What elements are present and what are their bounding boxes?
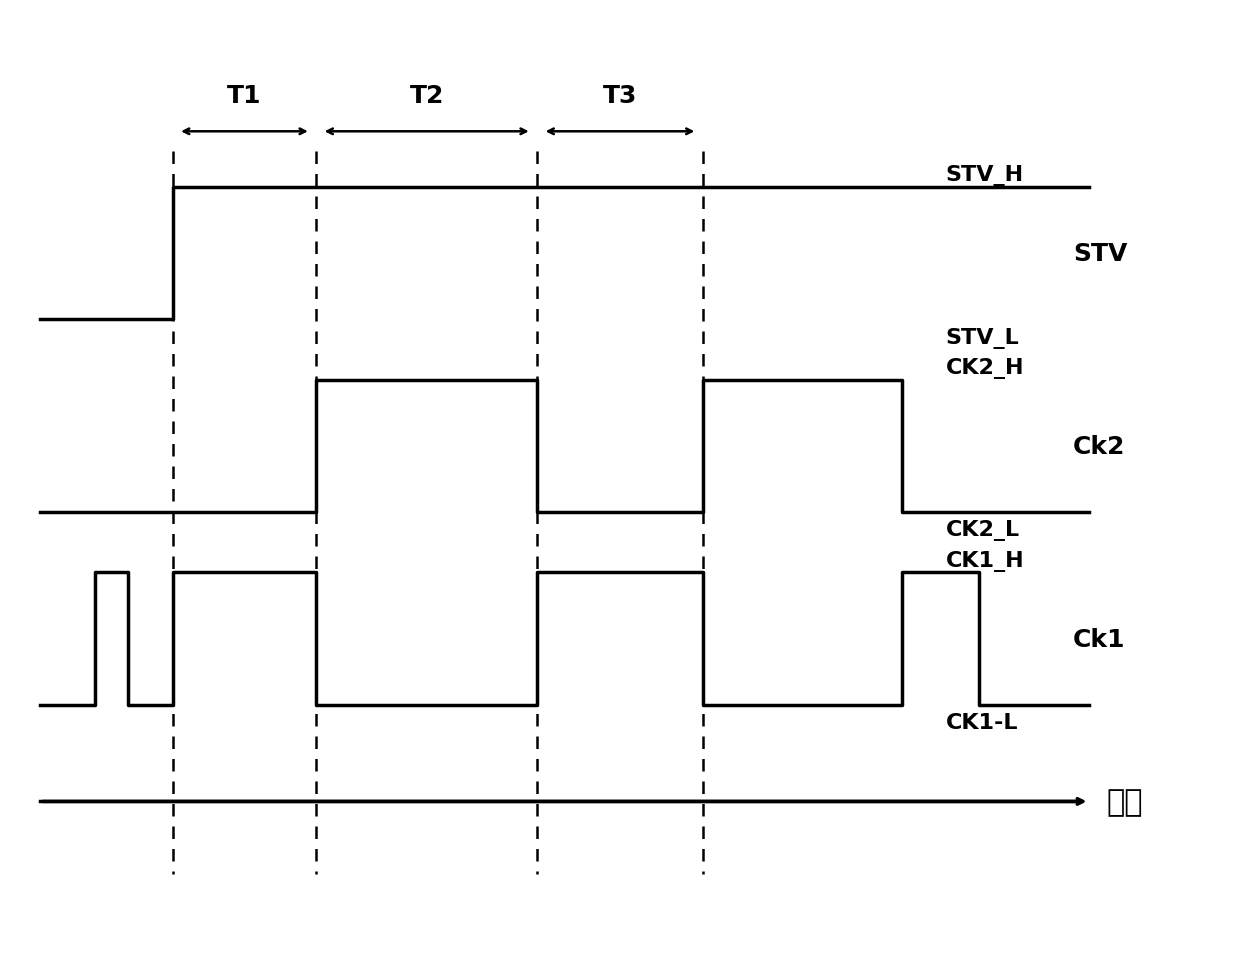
Text: Ck1: Ck1 xyxy=(1073,627,1126,651)
Text: T3: T3 xyxy=(603,84,637,108)
Text: CK2_H: CK2_H xyxy=(946,357,1024,378)
Text: STV_L: STV_L xyxy=(946,327,1019,348)
Text: CK1_H: CK1_H xyxy=(946,550,1024,571)
Text: Ck2: Ck2 xyxy=(1073,435,1125,458)
Text: CK1-L: CK1-L xyxy=(946,713,1018,733)
Text: T1: T1 xyxy=(227,84,262,108)
Text: STV_H: STV_H xyxy=(946,165,1024,186)
Text: STV: STV xyxy=(1073,242,1127,266)
Text: 时间: 时间 xyxy=(1106,787,1142,816)
Text: T2: T2 xyxy=(409,84,444,108)
Text: CK2_L: CK2_L xyxy=(946,519,1021,540)
